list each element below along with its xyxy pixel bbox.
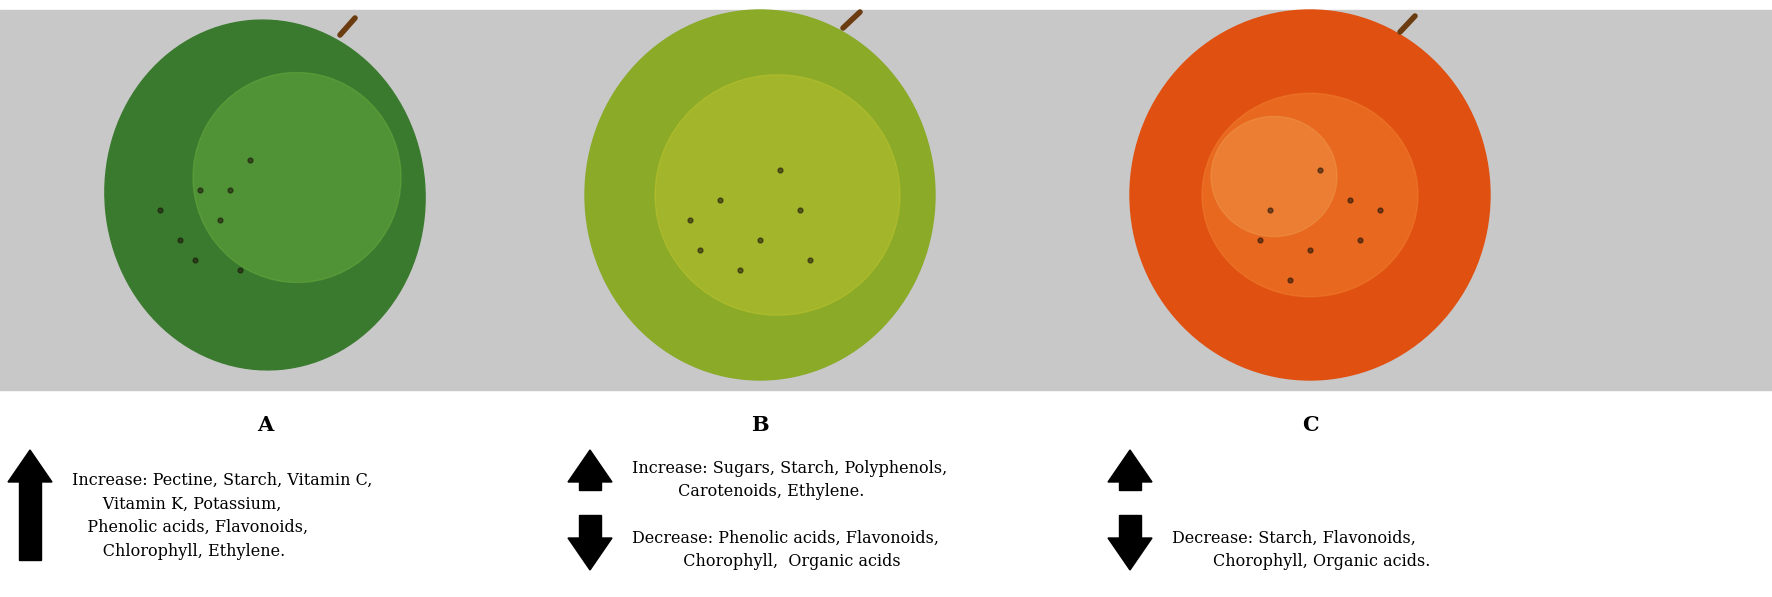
Ellipse shape bbox=[656, 75, 900, 315]
Polygon shape bbox=[1108, 450, 1152, 482]
Text: B: B bbox=[751, 415, 769, 435]
Text: Decrease: Starch, Flavonoids,
        Chorophyll, Organic acids.: Decrease: Starch, Flavonoids, Chorophyll… bbox=[1171, 530, 1430, 571]
Polygon shape bbox=[9, 450, 51, 482]
Ellipse shape bbox=[1210, 116, 1338, 236]
Polygon shape bbox=[569, 450, 611, 482]
Text: Increase: Pectine, Starch, Vitamin C,
      Vitamin K, Potassium,
   Phenolic ac: Increase: Pectine, Starch, Vitamin C, Vi… bbox=[73, 472, 372, 559]
Ellipse shape bbox=[1131, 10, 1490, 380]
Bar bbox=[1118, 515, 1141, 538]
Bar bbox=[579, 482, 601, 490]
Bar bbox=[1118, 482, 1141, 490]
Text: A: A bbox=[257, 415, 273, 435]
Ellipse shape bbox=[585, 10, 936, 380]
Ellipse shape bbox=[105, 20, 425, 370]
Ellipse shape bbox=[1201, 93, 1418, 297]
Polygon shape bbox=[569, 538, 611, 570]
Text: Increase: Sugars, Starch, Polyphenols,
         Carotenoids, Ethylene.: Increase: Sugars, Starch, Polyphenols, C… bbox=[633, 460, 948, 500]
Text: C: C bbox=[1302, 415, 1318, 435]
Bar bbox=[19, 482, 41, 560]
Text: Decrease: Phenolic acids, Flavonoids,
          Chorophyll,  Organic acids: Decrease: Phenolic acids, Flavonoids, Ch… bbox=[633, 530, 939, 571]
Bar bbox=[0, 10, 1772, 390]
Polygon shape bbox=[1108, 538, 1152, 570]
Bar bbox=[579, 515, 601, 538]
Ellipse shape bbox=[193, 72, 400, 282]
